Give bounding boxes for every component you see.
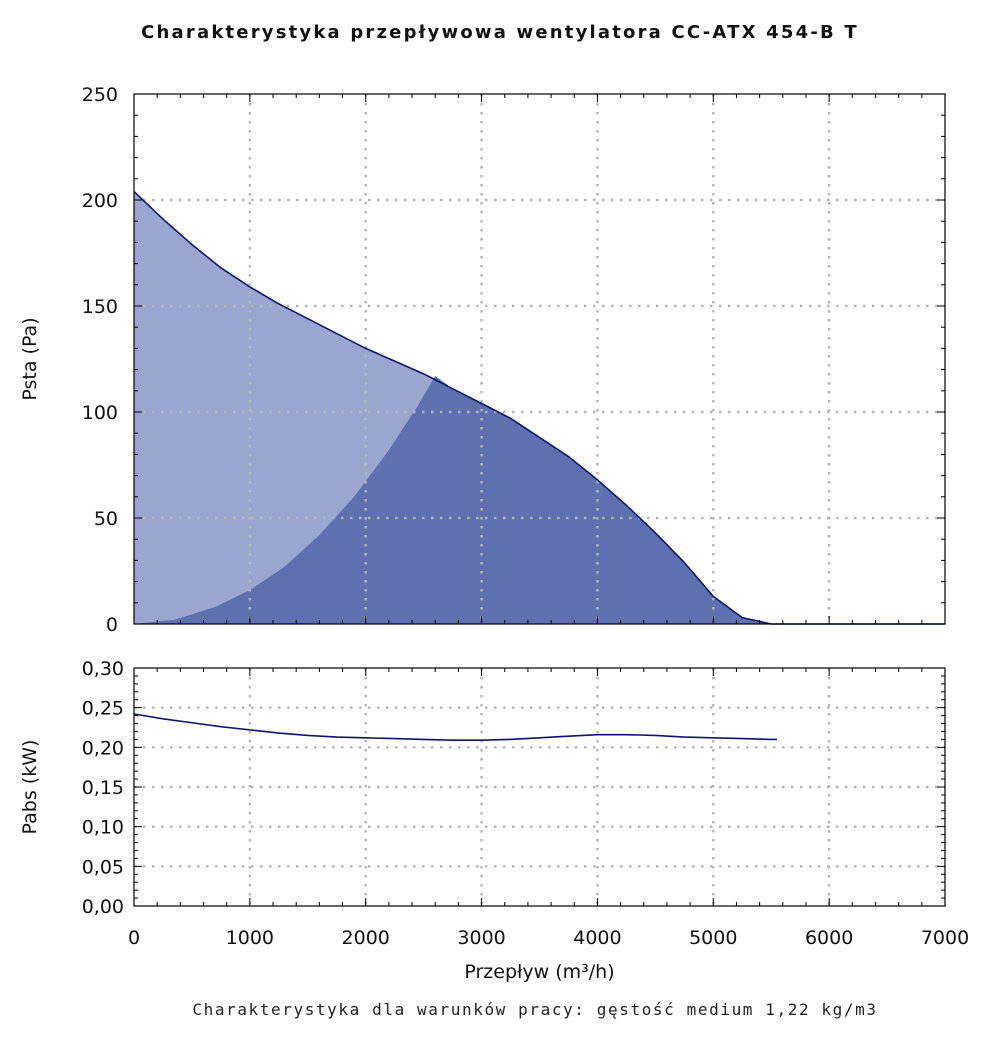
pressure-grid — [134, 94, 945, 624]
y-tick-label: 0 — [106, 614, 118, 636]
y-tick-label: 0,25 — [82, 698, 124, 720]
pressure-y-axis-title: Psta (Pa) — [19, 317, 41, 400]
power-grid — [134, 668, 945, 906]
y-tick-label: 100 — [82, 402, 118, 424]
pressure-panel: 0 50 100 150 200 250 Psta (Pa) — [19, 84, 946, 636]
y-tick-label: 150 — [82, 296, 118, 318]
power-curve — [133, 713, 778, 741]
y-tick-label: 0,15 — [82, 777, 124, 799]
pressure-plot-frame — [133, 93, 946, 625]
x-axis-title: Przepływ (m³/h) — [464, 961, 614, 983]
x-tick-label: 1000 — [226, 927, 274, 949]
y-tick-label: 50 — [94, 508, 118, 530]
pressure-curve — [133, 190, 945, 625]
power-panel: 0,00 0,05 0,10 0,15 0,20 0,25 0,30 0 1000 2000 300… — [19, 658, 969, 983]
power-y-axis-title: Pabs (kW) — [19, 740, 41, 835]
x-tick-label: 2000 — [342, 927, 390, 949]
x-tick-label: 0 — [128, 927, 140, 949]
y-tick-label: 0,20 — [82, 737, 124, 759]
y-tick-label: 0,10 — [82, 817, 124, 839]
y-tick-label: 200 — [82, 190, 118, 212]
footer-note: Charakterystyka dla warunków pracy: gęst… — [192, 1000, 878, 1019]
x-tick-label: 5000 — [689, 927, 737, 949]
x-tick-label: 4000 — [573, 927, 621, 949]
x-tick-label: 6000 — [805, 927, 853, 949]
y-tick-label: 250 — [82, 84, 118, 106]
pressure-area-dark — [134, 375, 945, 624]
x-tick-label: 3000 — [457, 927, 505, 949]
y-tick-label: 0,30 — [82, 658, 124, 680]
chart-title: Charakterystyka przepływowa wentylatora … — [141, 22, 859, 43]
x-tick-label: 7000 — [921, 927, 969, 949]
y-tick-label: 0,00 — [82, 896, 124, 918]
y-tick-label: 0,05 — [82, 856, 124, 878]
